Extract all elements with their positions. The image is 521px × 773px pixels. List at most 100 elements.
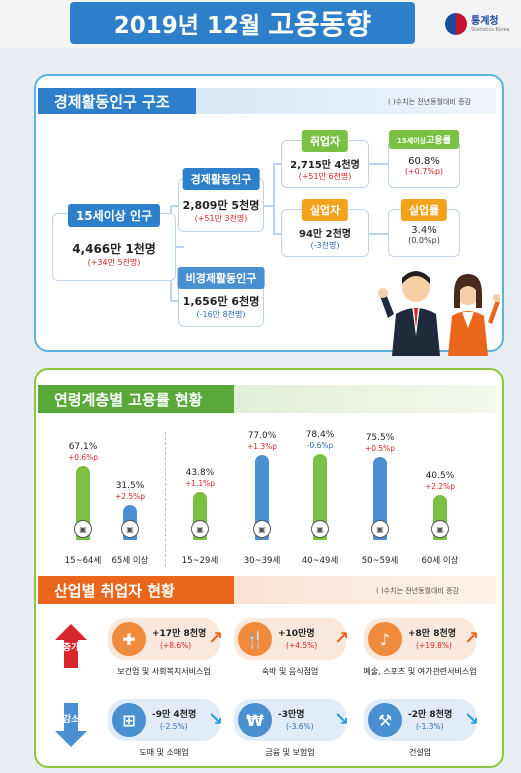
shopping-basket-icon: ⊞	[112, 703, 146, 737]
industry-change: (-2.5%)	[160, 722, 188, 731]
worker-icon: ▣	[253, 520, 271, 538]
inactive-value: 1,656만 6천명	[182, 295, 260, 308]
industry-value: -3만명	[278, 710, 305, 720]
employment-rate-label: 15세이상고용률	[389, 130, 459, 149]
age-group-label: 60세 이상	[421, 556, 459, 566]
age-rate-value: 67.1%	[68, 442, 98, 453]
age-rate-change: +0.5%p	[364, 443, 396, 453]
age-bar	[255, 455, 269, 540]
employed-box: 취업자 2,715만 4천명 (+51만 6천명)	[281, 130, 369, 188]
age-divider	[165, 432, 166, 567]
increase-label: 증가	[62, 643, 80, 653]
taegeuk-icon	[445, 13, 467, 35]
trend-down-icon: ↘	[464, 709, 480, 730]
title-date: 2019년 12월	[113, 13, 261, 39]
banner-tail	[234, 385, 496, 413]
industry-change: (-3.6%)	[286, 722, 314, 731]
unemployment-rate-box: 실업률 3.4% (0.0%p)	[388, 199, 460, 257]
industry-change: (+19.8%)	[416, 641, 452, 650]
age-group-label: 40~49세	[301, 556, 339, 566]
industry-name: 예술, 스포츠 및 여가관련서비스업	[363, 667, 477, 676]
unemployment-rate-label: 실업률	[400, 199, 448, 221]
logo-text: 통계청	[471, 15, 499, 27]
dining-icon: 🍴	[238, 622, 272, 656]
industry-name: 건설업	[408, 748, 432, 757]
industry-change: (-1.3%)	[416, 722, 444, 731]
excavator-icon: ⚒	[368, 703, 402, 737]
trend-up-icon: ↗	[334, 628, 350, 649]
employment-rate-label-main: 고용률	[426, 136, 451, 146]
employment-rate-label-small: 15세이상	[397, 137, 427, 145]
industry-value: +10만명	[278, 629, 315, 639]
banner-tail	[234, 576, 496, 604]
decrease-label: 감소	[62, 715, 80, 725]
age-group-label: 30~39세	[243, 556, 281, 566]
pop15-value: 4,466만 1천명	[72, 242, 156, 256]
increase-arrow-icon	[55, 624, 87, 668]
unemployment-rate-change: (0.0%p)	[408, 236, 440, 245]
employed-value: 2,715만 4천명	[290, 160, 360, 171]
inactive-change: (-16만 8천명)	[196, 310, 246, 319]
employment-rate-change: (+0.7%p)	[404, 167, 444, 176]
unemployed-value: 94만 2천명	[299, 229, 351, 240]
inactive-label: 비경제활동인구	[177, 267, 265, 289]
banner-tail	[196, 88, 496, 114]
page-title: 2019년 12월 고용동향	[70, 2, 415, 44]
worker-icon: ▣	[191, 520, 209, 538]
industry-name: 금융 및 보험업	[265, 748, 315, 757]
structure-heading: 경제활동인구 구조	[38, 88, 196, 114]
age-group-label: 65세 이상	[111, 556, 149, 566]
logo-subtext: Statistics Korea	[471, 26, 510, 33]
industry-value: +8만 8천명	[408, 629, 457, 639]
money-icon: ₩	[238, 703, 272, 737]
industry-value: +17만 8천명	[152, 629, 207, 639]
connector	[170, 205, 180, 207]
age-rate-value: 75.5%	[365, 432, 395, 443]
active-change: (+51만 3천명)	[194, 214, 248, 223]
connector	[273, 233, 283, 235]
connector	[369, 163, 389, 165]
age-heading: 연령계층별 고용률 현황	[38, 385, 234, 413]
industry-name: 보건업 및 사회복지서비스업	[117, 667, 211, 676]
worker-icon: ▣	[121, 520, 139, 538]
age-group-label: 15~29세	[181, 556, 219, 566]
age-rate-value: 40.5%	[425, 471, 455, 482]
age-rate-value: 31.5%	[115, 481, 145, 492]
statistics-korea-logo: 통계청 Statistics Korea	[445, 8, 517, 40]
trend-up-icon: ↗	[208, 628, 224, 649]
employed-change: (+51만 6천명)	[298, 172, 352, 181]
worker-icon: ▣	[371, 520, 389, 538]
trend-up-icon: ↗	[464, 628, 480, 649]
connector	[273, 163, 275, 235]
age-bar	[373, 456, 387, 540]
pop15-change: (+34만 5천명)	[87, 258, 141, 267]
age-group-label: 15~64세	[64, 556, 102, 566]
age-rate-value: 77.0%	[247, 431, 277, 442]
age-rate-change: +1.3%p	[246, 442, 278, 452]
age-bar	[313, 453, 327, 540]
worker-icon: ▣	[311, 520, 329, 538]
structure-note: ( )수치는 전년동월대비 증감	[388, 98, 471, 106]
industry-name: 숙박 및 음식점업	[261, 667, 319, 676]
decrease-arrow-icon	[55, 703, 87, 747]
industry-name: 도매 및 소매업	[139, 748, 189, 757]
trend-down-icon: ↘	[208, 709, 224, 730]
worker-icon: ▣	[74, 520, 92, 538]
age-rate-change: +2.2%p	[424, 482, 456, 492]
age-rate-change: +0.6%p	[67, 453, 99, 463]
people-illustration	[378, 271, 500, 356]
employed-label: 취업자	[301, 130, 349, 152]
industry-heading: 산업별 취업자 현황	[38, 576, 234, 604]
employment-rate-box: 15세이상고용률 60.8% (+0.7%p)	[388, 130, 460, 188]
connector	[170, 300, 180, 302]
industry-note: ( )수치는 전년동월대비 증감	[376, 587, 459, 595]
industry-value: -2만 8천명	[408, 710, 453, 720]
age-rate-change: +2.5%p	[114, 492, 146, 502]
industry-change: (+4.5%)	[286, 641, 318, 650]
connector	[369, 233, 389, 235]
age-rate-change: -0.6%p	[306, 440, 334, 450]
unemployed-label: 실업자	[301, 199, 349, 221]
industry-value: -9만 4천명	[152, 710, 197, 720]
worker-icon: ▣	[431, 520, 449, 538]
age-rate-change: +1.1%p	[184, 478, 216, 488]
